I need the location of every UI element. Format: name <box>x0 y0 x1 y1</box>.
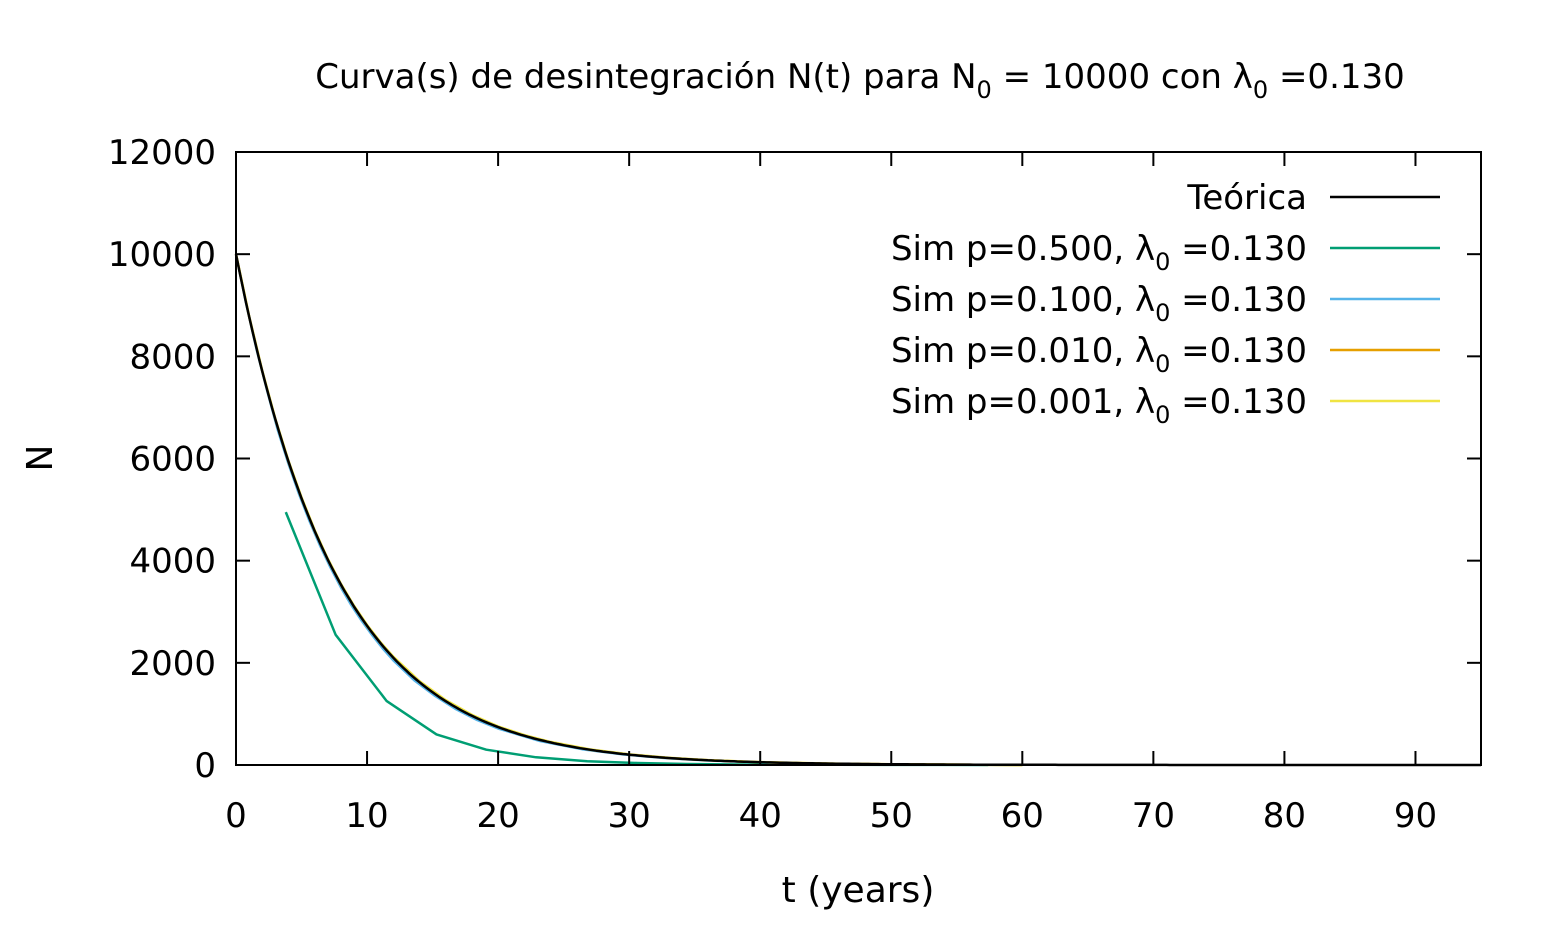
y-tick-label: 2000 <box>129 644 216 684</box>
y-tick-label: 0 <box>194 746 216 786</box>
legend-label: Teórica <box>1186 178 1307 218</box>
series-line <box>284 511 989 767</box>
x-tick-label: 80 <box>1263 796 1306 836</box>
legend-label: Sim p=0.001, λ0 =0.130 <box>891 382 1307 429</box>
plot-frame <box>235 151 1482 766</box>
x-tick-label: 70 <box>1132 796 1175 836</box>
y-tick-label: 12000 <box>108 133 216 173</box>
legend-label: Sim p=0.500, λ0 =0.130 <box>891 229 1307 276</box>
y-tick-label: 10000 <box>108 235 216 275</box>
x-tick-label: 40 <box>739 796 782 836</box>
y-axis-label: N <box>20 445 61 472</box>
legend-label: Sim p=0.010, λ0 =0.130 <box>891 331 1307 378</box>
y-tick-label: 6000 <box>129 440 216 480</box>
y-tick-label: 4000 <box>129 542 216 582</box>
x-axis-label: t (years) <box>782 870 935 911</box>
y-tick-label: 8000 <box>129 337 216 377</box>
x-tick-label: 0 <box>225 796 247 836</box>
axis-tick-labels: 0 10 20 30 40 50 60 70 80 90 0 2000 4000 6000 8000 1000… <box>108 133 1437 836</box>
x-tick-label: 90 <box>1394 796 1437 836</box>
legend-label: Sim p=0.100, λ0 =0.130 <box>891 280 1307 327</box>
x-tick-label: 20 <box>476 796 519 836</box>
x-tick-label: 50 <box>870 796 913 836</box>
x-tick-label: 60 <box>1001 796 1044 836</box>
x-tick-label: 10 <box>345 796 388 836</box>
chart-title: Curva(s) de desintegración N(t) para N0 … <box>315 57 1405 104</box>
x-tick-label: 30 <box>608 796 651 836</box>
